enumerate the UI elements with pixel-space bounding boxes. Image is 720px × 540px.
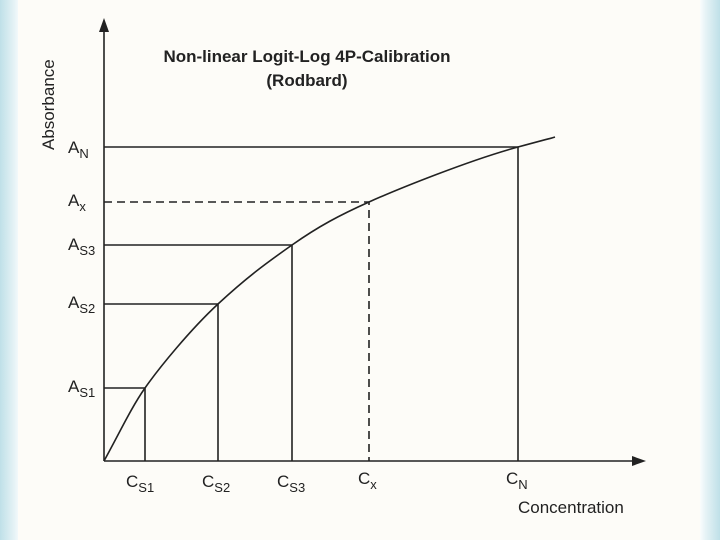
- title-line: Non-linear Logit-Log 4P-Calibration: [163, 47, 450, 66]
- label-part: S2: [214, 480, 230, 495]
- x-label: Cx: [358, 469, 377, 492]
- x-axis-label: Concentration: [518, 498, 624, 517]
- x-label: CN: [506, 469, 528, 492]
- y-label: AS2: [68, 293, 95, 316]
- guide-s1: [104, 387, 146, 461]
- label-part: C: [202, 472, 214, 491]
- y-label: AN: [68, 138, 89, 161]
- x-label: CS2: [202, 472, 230, 495]
- title-line: (Rodbard): [266, 71, 347, 90]
- label-part: x: [370, 477, 377, 492]
- label-part: N: [518, 477, 527, 492]
- label-part: S3: [79, 243, 95, 258]
- y-arrow: [99, 18, 109, 32]
- x-label: CS1: [126, 472, 154, 495]
- y-axis-label: Absorbance: [39, 59, 58, 150]
- y-label: AS1: [68, 377, 95, 400]
- guide-s3: [104, 244, 293, 461]
- label-part: A: [68, 191, 80, 210]
- guides: [104, 146, 519, 461]
- label-part: S1: [138, 480, 154, 495]
- label-part: C: [506, 469, 518, 488]
- guide-n: [104, 146, 519, 461]
- label-part: C: [358, 469, 370, 488]
- guide-x: [104, 201, 370, 461]
- label-part: N: [79, 146, 88, 161]
- paper: [18, 0, 700, 540]
- y-label: AS3: [68, 235, 95, 258]
- label-part: C: [126, 472, 138, 491]
- label-part: S1: [79, 385, 95, 400]
- label-part: A: [68, 293, 80, 312]
- x-arrow: [632, 456, 646, 466]
- label-part: S3: [289, 480, 305, 495]
- label-part: C: [277, 472, 289, 491]
- y-label: Ax: [68, 191, 86, 214]
- label-part: A: [68, 138, 80, 157]
- label-part: S2: [79, 301, 95, 316]
- guide-s2: [104, 303, 219, 461]
- label-part: A: [68, 377, 80, 396]
- label-part: x: [79, 199, 86, 214]
- label-part: A: [68, 235, 80, 254]
- x-label: CS3: [277, 472, 305, 495]
